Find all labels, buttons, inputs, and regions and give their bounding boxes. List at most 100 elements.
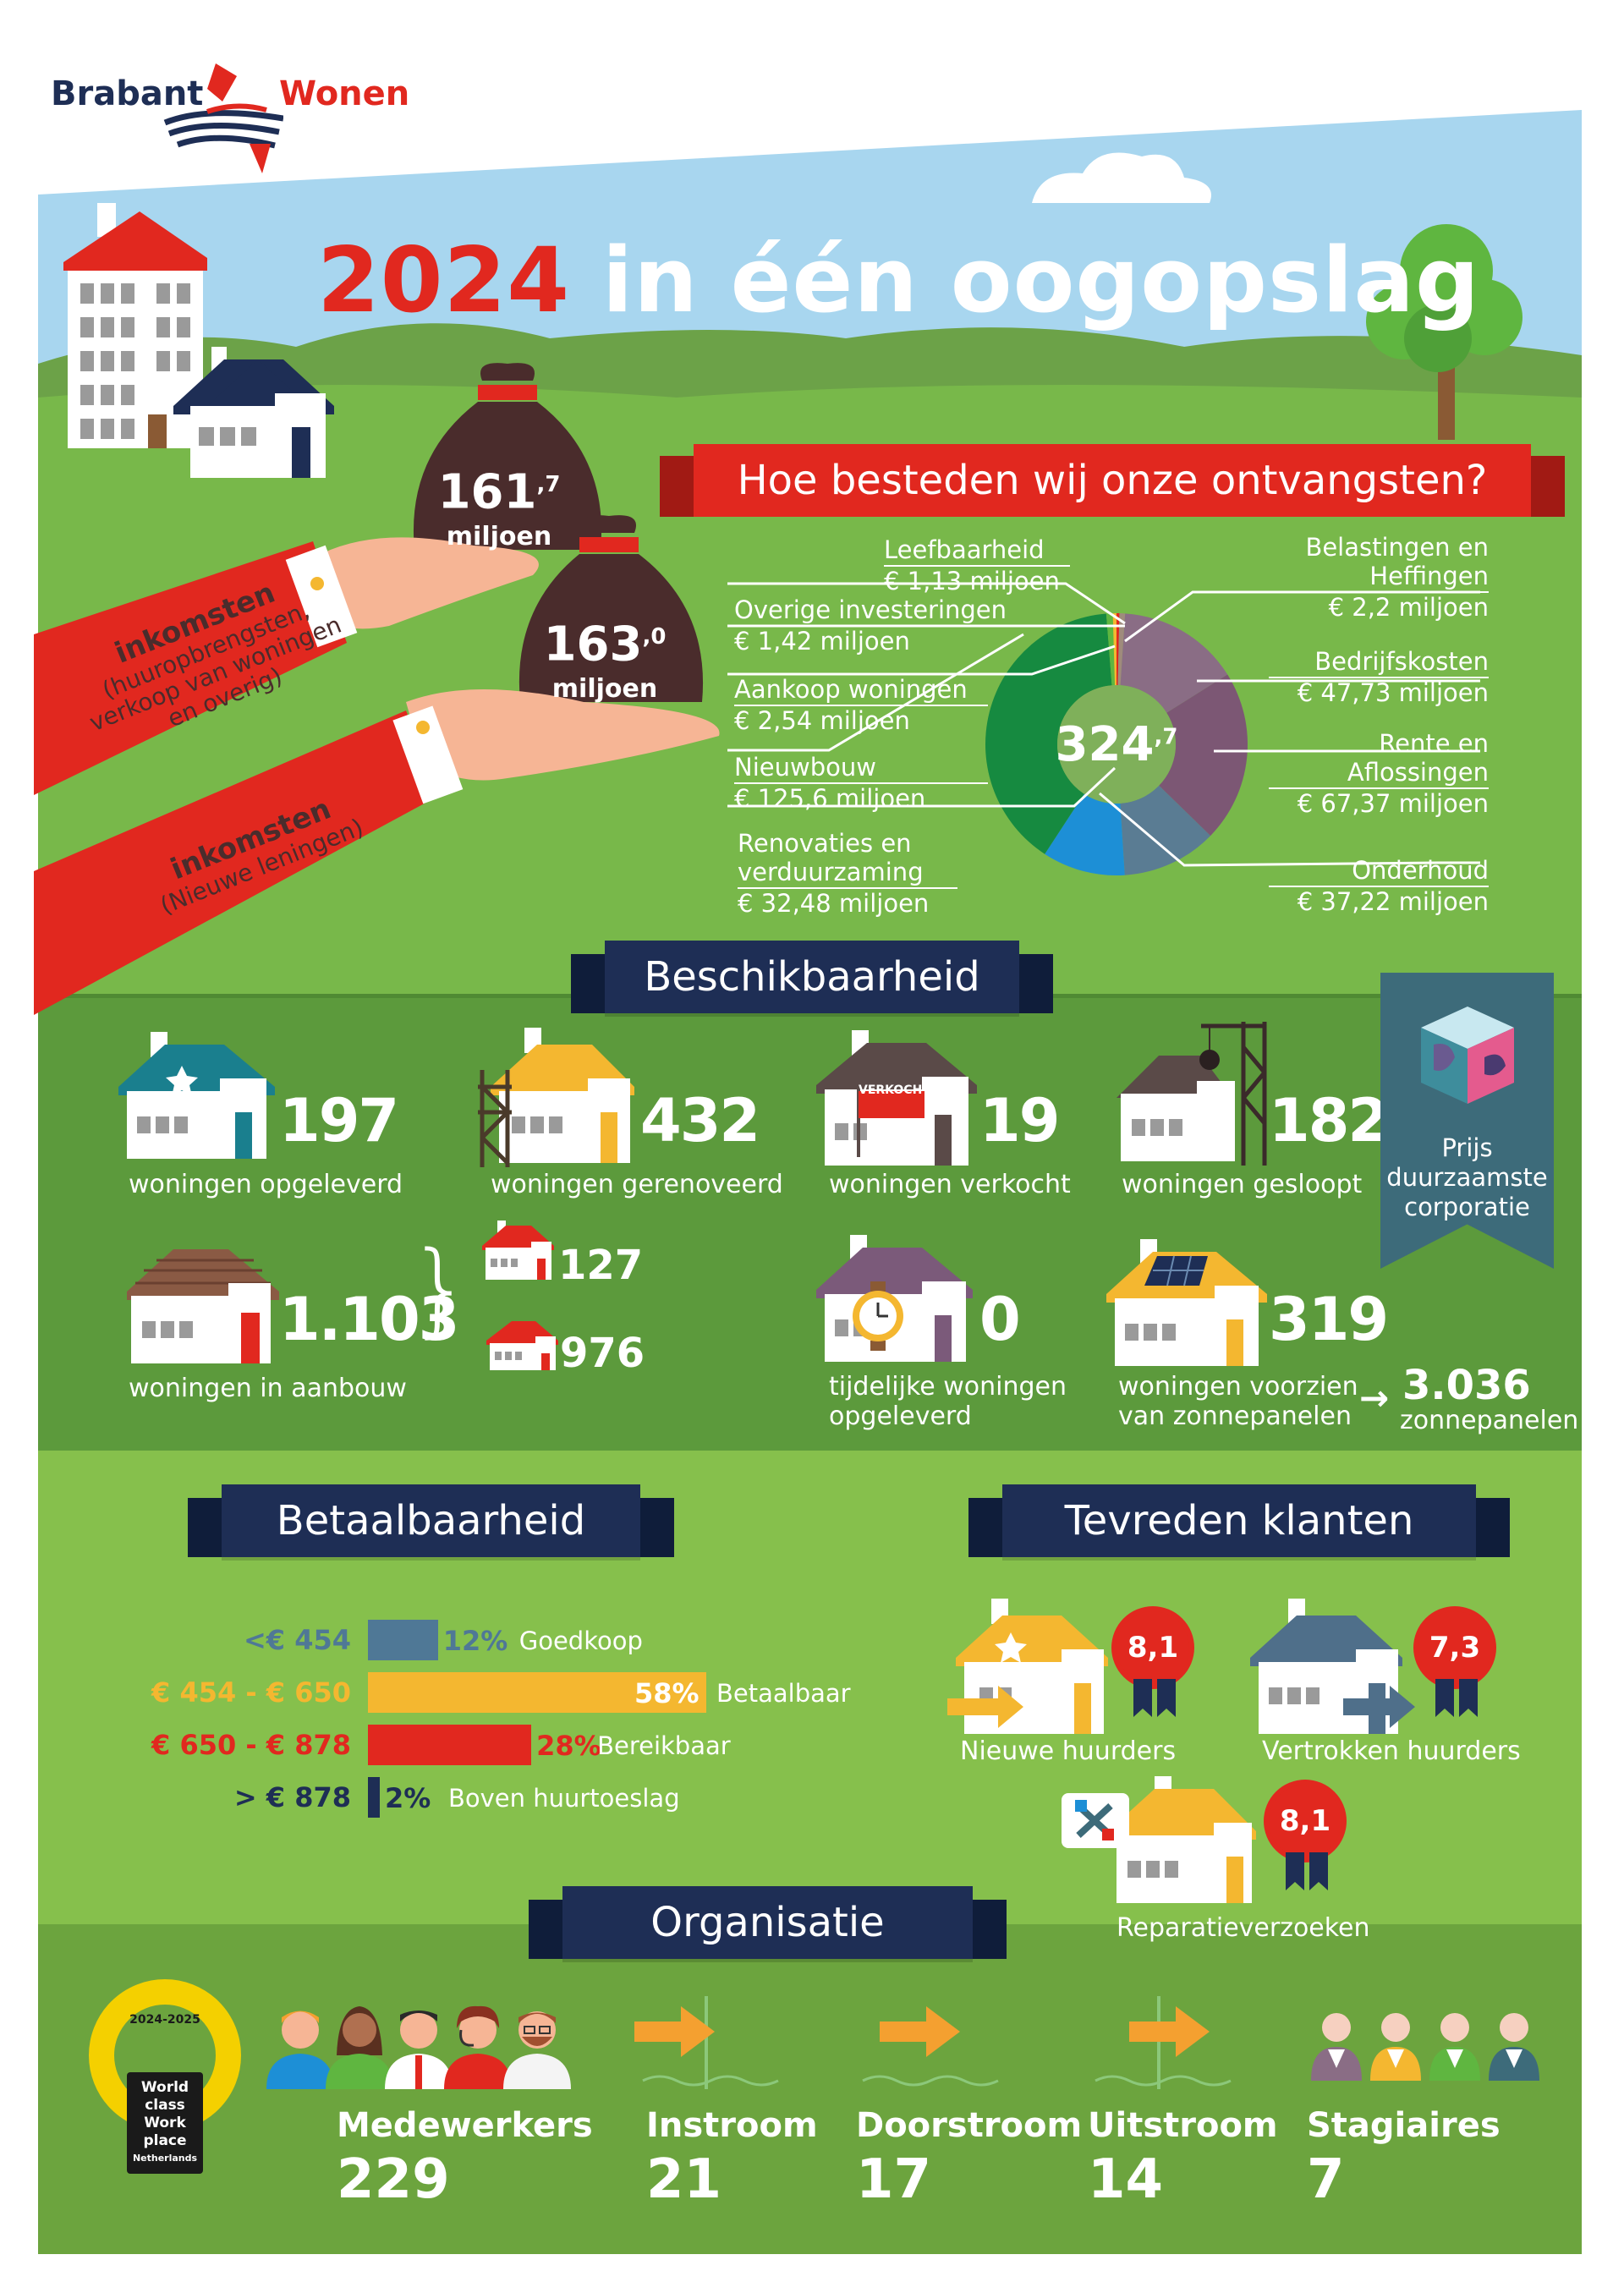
donut-total-value: 324 <box>1055 717 1155 772</box>
bag2-amount: 163,0 miljoen <box>533 613 677 704</box>
aanbouw-label: woningen in aanbouw <box>129 1374 407 1403</box>
instroom-value: 21 <box>646 2148 722 2211</box>
legend-renovaties: Renovaties en verduurzaming € 32,48 milj… <box>738 829 957 918</box>
prize-cube-icon <box>1421 1007 1514 1104</box>
donut-leader-lines <box>727 582 1480 867</box>
house-renovated-icon <box>478 1028 634 1167</box>
doorstroom-value: 17 <box>856 2148 932 2211</box>
zonne-value: 319 <box>1269 1285 1389 1354</box>
betaalbaarheid-banner: Betaalbaarheid <box>188 1484 674 1557</box>
legend-aankoop: Aankoop woningen € 2,54 miljoen <box>734 675 988 735</box>
workplace-badge: 2024-2025 World class Work place Netherl… <box>89 1979 241 2199</box>
badge-years: 2024-2025 <box>129 2013 200 2027</box>
uitstroom-label: Uitstroom <box>1088 2106 1278 2145</box>
employees-icon <box>266 2005 571 2089</box>
stagiaires-value: 7 <box>1307 2148 1345 2211</box>
aanbouw-brace: } <box>408 1231 473 1348</box>
donut-slice-8 <box>1112 613 1116 686</box>
donut-total-decimal: ,7 <box>1154 724 1178 750</box>
mini-house-2-icon <box>486 1321 558 1370</box>
afford-pct-2: 28% <box>536 1730 601 1762</box>
legend-nieuwbouw: Nieuwbouw € 125,6 miljoen <box>734 753 988 813</box>
legend-renovaties-value: € 32,48 miljoen <box>738 889 930 918</box>
spend-title-banner: Hoe besteden wij onze ontvangsten? <box>660 444 1565 517</box>
legend-overige-value: € 1,42 miljoen <box>734 627 910 656</box>
medewerkers-label: Medewerkers <box>337 2106 593 2145</box>
donut-slice-7 <box>1106 613 1116 686</box>
bag1-decimal: ,7 <box>536 472 561 497</box>
afford-label-3: Boven huurtoeslag <box>448 1784 680 1813</box>
legend-aankoop-value: € 2,54 miljoen <box>734 706 910 735</box>
legend-aankoop-label: Aankoop woningen <box>734 675 988 706</box>
prize-text: Prijs duurzaamste corporatie <box>1386 1133 1548 1221</box>
bag1-unit: miljoen <box>446 521 552 551</box>
medewerkers-value: 229 <box>337 2148 450 2211</box>
afford-pct-3: 2% <box>385 1782 431 1814</box>
legend-onderhoud-label: Onderhoud <box>1269 856 1489 887</box>
house-icon <box>173 347 334 478</box>
spend-donut-chart <box>985 613 1248 875</box>
legend-belastingen: Belastingen en Heffingen € 2,2 miljoen <box>1286 533 1489 622</box>
mini-house-1-icon <box>482 1221 554 1280</box>
aanbouw-value: 1.103 <box>279 1285 459 1354</box>
organisatie-title: Organisatie <box>562 1886 973 1959</box>
title-rest: in één oogopslag <box>570 228 1480 332</box>
affordability-bars: <€ 454 12% Goedkoop € 454 - € 650 58% Betaalb… <box>76 1620 922 1857</box>
score-badge-leaving: 7,3 <box>1418 1611 1491 1684</box>
house-leaving-tenants-icon <box>1250 1599 1415 1734</box>
afford-label-1: Betaalbaar <box>716 1679 851 1708</box>
logo-mark-icon <box>163 63 283 173</box>
title-year: 2024 <box>317 228 571 332</box>
legend-leefbaarheid: Leefbaarheid € 1,13 miljoen <box>884 535 1070 595</box>
afford-label-0: Goedkoop <box>518 1626 643 1655</box>
afford-bar-3 <box>368 1777 380 1818</box>
afford-label-2: Bereikbaar <box>597 1731 731 1760</box>
donut-slice-5 <box>1045 793 1125 875</box>
tijdelijk-value: 0 <box>979 1285 1021 1354</box>
score-badge-new: 8,1 <box>1116 1611 1189 1684</box>
house-new-tenants-icon <box>947 1599 1108 1734</box>
afford-range-2: € 650 - € 878 <box>151 1729 351 1761</box>
sold-sign-text: VERKOCHT <box>859 1083 930 1097</box>
donut-total: 324,7 <box>1032 717 1201 772</box>
bag2-unit: miljoen <box>551 673 658 704</box>
hands-and-bags-illustration <box>34 363 720 1015</box>
apartment-building-icon <box>63 203 207 448</box>
opgeleverd-value: 197 <box>279 1086 399 1155</box>
legend-nieuwbouw-value: € 125,6 miljoen <box>734 784 926 813</box>
stagiaires-label: Stagiaires <box>1307 2106 1501 2145</box>
legend-overige: Overige investeringen € 1,42 miljoen <box>734 595 1022 656</box>
afford-bar-1 <box>368 1672 706 1713</box>
verkocht-value: 19 <box>979 1086 1060 1155</box>
ribbon-tails-repair-icon <box>1286 1852 1328 1890</box>
house-demolished-icon <box>1116 1022 1267 1166</box>
house-solar-icon <box>1106 1239 1267 1366</box>
arrow-right-icon: → <box>1359 1377 1390 1418</box>
afford-range-0: <€ 454 <box>243 1624 351 1656</box>
score-badge-repair: 8,1 <box>1269 1785 1341 1857</box>
gesloopt-value: 182 <box>1269 1086 1389 1155</box>
zonne-label: woningen voorzien van zonnepanelen <box>1118 1372 1358 1431</box>
logo-wonen: Wonen <box>279 74 410 113</box>
donut-slice-1 <box>1117 613 1126 686</box>
donut-slice-2 <box>1120 613 1228 713</box>
tevreden-title: Tevreden klanten <box>1002 1484 1476 1557</box>
legend-renovaties-label: Renovaties en verduurzaming <box>738 829 957 889</box>
afford-bar-0 <box>368 1620 438 1660</box>
spend-title: Hoe besteden wij onze ontvangsten? <box>694 444 1531 517</box>
gerenoveerd-value: 432 <box>640 1086 760 1155</box>
legend-leefbaarheid-label: Leefbaarheid <box>884 535 1070 567</box>
house-sold-icon <box>816 1030 977 1166</box>
legend-onderhoud-value: € 37,22 miljoen <box>1297 887 1489 916</box>
logo-brabant: Brabant <box>51 74 204 113</box>
logo[interactable]: Brabant Wonen <box>51 59 410 178</box>
house-temporary-icon <box>816 1235 973 1362</box>
badge-country: Netherlands <box>132 2153 198 2164</box>
legend-belastingen-label: Belastingen en Heffingen <box>1286 533 1489 593</box>
repair-label: Reparatieverzoeken <box>1116 1913 1370 1943</box>
afford-bar-2 <box>368 1725 532 1765</box>
doorstroom-arrow-icon <box>862 2006 999 2087</box>
interns-icon <box>1311 2013 1539 2081</box>
beschikbaarheid-banner: Beschikbaarheid <box>571 941 1053 1013</box>
uitstroom-arrow-icon <box>1095 1996 1232 2089</box>
